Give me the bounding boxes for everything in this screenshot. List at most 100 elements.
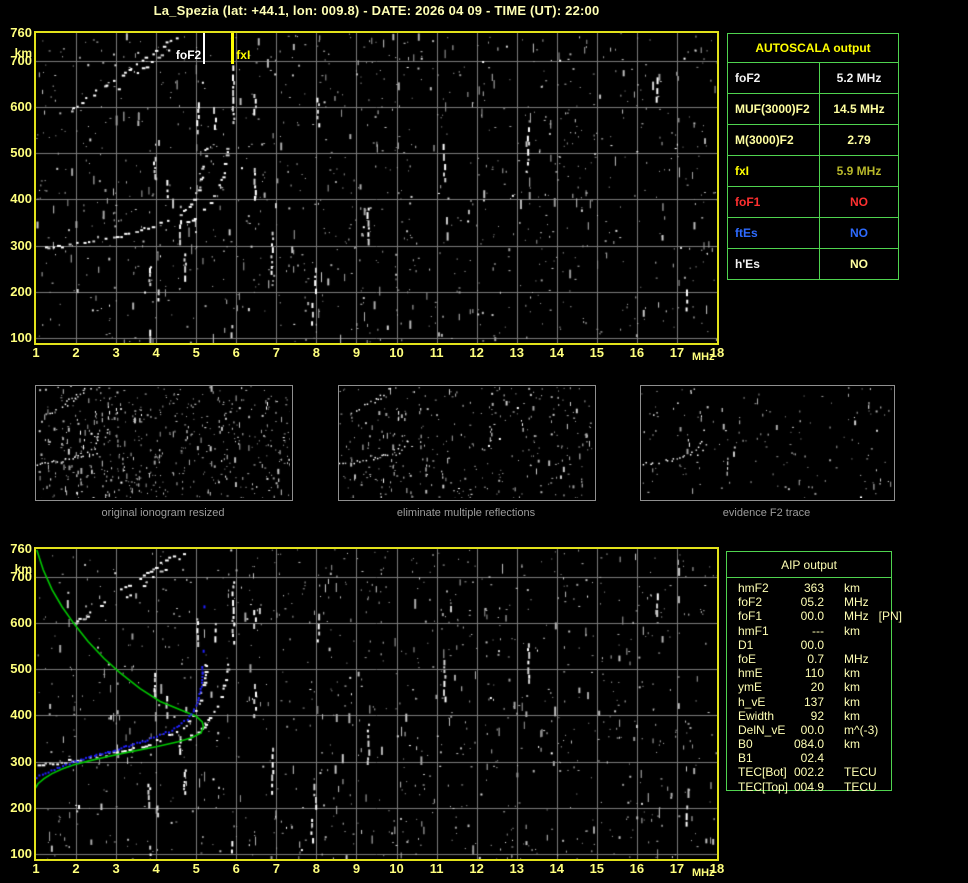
table-row: foF2 5.2 MHz — [727, 62, 899, 94]
aip-table-rows: hmF2 363 km foF2 05.2 MHz foF1 00.0 MHz [PN] hmF1 -… — [727, 578, 902, 794]
parameter-label: foF2 — [727, 62, 820, 94]
panel-original-caption: original ionogram resized — [101, 507, 225, 519]
parameter-unit: TECU — [844, 765, 877, 780]
parameter-value: NO — [819, 248, 899, 280]
fxi-marker-line — [231, 33, 235, 64]
x-tick-label: 6 — [232, 861, 240, 876]
parameter-label: B0 — [738, 737, 753, 752]
parameter-unit: TECU — [844, 779, 877, 794]
y-axis-unit-label: km — [14, 562, 32, 576]
parameter-unit: km — [844, 708, 860, 723]
parameter-value: 004.9 — [793, 779, 824, 794]
parameter-value: 20 — [810, 680, 824, 695]
spacer — [824, 595, 844, 609]
table-row: fxI 5.9 MHz — [727, 155, 899, 187]
spacer — [824, 666, 844, 680]
parameter-value: 00.0 — [800, 637, 824, 652]
y-tick-label: 100 — [10, 330, 32, 345]
parameter-value: 084.0 — [793, 737, 824, 752]
y-tick-label: 500 — [10, 661, 32, 677]
panel-eliminate-reflections — [338, 385, 596, 501]
parameter-label: ftEs — [727, 217, 820, 249]
autoscala-header: AUTOSCALA output — [727, 33, 899, 63]
x-tick-label: 9 — [352, 861, 361, 876]
fof2-marker-label: foF2 — [175, 48, 202, 62]
parameter-label: Ewidth — [738, 708, 775, 723]
parameter-unit: MHz — [844, 651, 869, 666]
parameter-value: 5.2 MHz — [819, 62, 899, 94]
parameter-label: hmF1 — [738, 623, 769, 638]
spacer — [824, 751, 844, 765]
spacer — [824, 695, 844, 709]
page-title: La_Spezia (lat: +44.1, lon: 009.8) - DAT… — [153, 3, 600, 18]
spacer — [824, 723, 844, 737]
parameter-label: foE — [738, 651, 757, 666]
parameter-label: ymE — [738, 680, 762, 695]
parameter-value: 5.9 MHz — [819, 155, 899, 187]
panel-eliminate-caption: eliminate multiple reflections — [396, 507, 536, 519]
x-tick-label: 1 — [32, 345, 40, 360]
top-ionogram-canvas — [36, 33, 717, 343]
y-tick-label: 400 — [10, 191, 32, 207]
parameter-unit: MHz — [844, 609, 869, 624]
x-tick-label: 3 — [112, 345, 120, 360]
parameter-label: hmE — [738, 666, 763, 681]
spacer — [824, 765, 844, 779]
x-tick-label: 14 — [549, 861, 564, 876]
aip-row: DelN_vE 00.0 m^(-3) — [727, 723, 891, 737]
x-tick-label: 14 — [549, 345, 564, 360]
parameter-unit: MHz — [844, 595, 869, 610]
parameter-value: 0.7 — [807, 651, 824, 666]
table-row: foF1 NO — [727, 186, 899, 218]
table-row: AUTOSCALA output — [727, 33, 899, 63]
parameter-label: h_vE — [738, 694, 766, 709]
parameter-label: TEC[Top] — [738, 779, 789, 794]
x-tick-label: 18 — [709, 861, 725, 876]
x-tick-label: 9 — [352, 345, 361, 360]
aip-row: ymE 20 km — [727, 680, 891, 694]
y-tick-label: 100 — [10, 846, 32, 861]
x-tick-label: 8 — [312, 861, 321, 876]
bottom-ionogram-canvas — [36, 549, 717, 859]
x-tick-label: 18 — [709, 345, 725, 360]
parameter-value: 14.5 MHz — [819, 93, 899, 125]
panel-original-canvas — [36, 386, 290, 498]
parameter-label: DelN_vE — [738, 722, 786, 737]
parameter-label: foF1 — [738, 609, 763, 624]
parameter-value: NO — [819, 217, 899, 249]
spacer — [824, 609, 844, 623]
y-tick-label: 760 — [10, 25, 32, 40]
x-tick-label: 1 — [32, 861, 40, 876]
panel-eliminate-canvas — [339, 386, 593, 498]
y-tick-label: 300 — [10, 237, 32, 253]
parameter-label: M(3000)F2 — [727, 124, 820, 156]
bottom-ionogram-plot — [34, 547, 719, 861]
spacer — [824, 680, 844, 694]
top-ionogram-plot — [34, 31, 719, 345]
parameter-value: 363 — [803, 581, 824, 595]
x-tick-label: 15 — [589, 345, 605, 360]
spacer — [824, 638, 844, 652]
parameter-value: --- — [812, 623, 824, 638]
y-tick-label: 760 — [10, 541, 32, 556]
panel-evidence-f2 — [640, 385, 895, 501]
aip-row: h_vE 137 km — [727, 695, 891, 709]
fxi-marker-label: fxI — [236, 48, 251, 62]
parameter-value: 92 — [810, 708, 824, 723]
aip-row: foF2 05.2 MHz — [727, 595, 891, 609]
y-tick-label: 500 — [10, 145, 32, 161]
y-tick-label: 600 — [10, 98, 32, 114]
y-tick-label: 300 — [10, 753, 32, 769]
x-tick-label: 11 — [429, 861, 444, 876]
parameter-value: 110 — [804, 666, 824, 681]
panel-evidence-caption: evidence F2 trace — [722, 507, 811, 519]
parameter-value: 02.4 — [800, 751, 824, 766]
x-tick-label: 7 — [272, 345, 280, 360]
x-axis-unit-label: MHz — [691, 351, 715, 363]
spacer — [824, 780, 844, 794]
parameter-unit: km — [844, 737, 860, 752]
parameter-value: 137 — [803, 694, 824, 709]
x-tick-label: 17 — [669, 861, 685, 876]
x-tick-label: 10 — [389, 861, 404, 876]
parameter-value: NO — [819, 186, 899, 218]
